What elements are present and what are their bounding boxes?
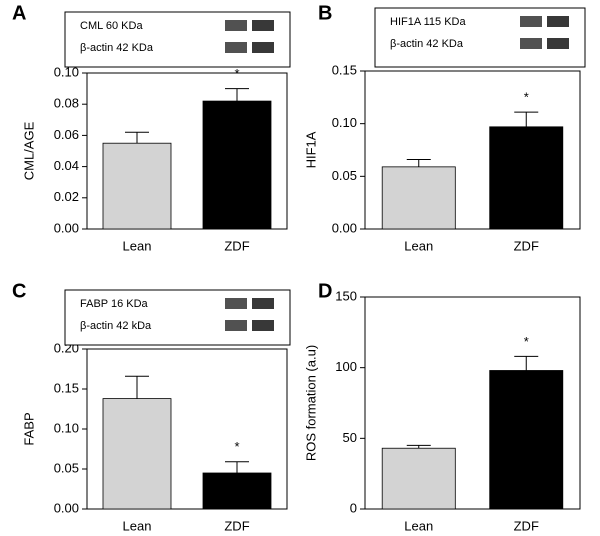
y-tick-label: 0: [350, 500, 357, 515]
blot-band: [252, 298, 274, 309]
error-bar: [514, 355, 539, 371]
error-bar: [225, 461, 249, 473]
significance-mark: *: [234, 439, 239, 454]
y-tick-label: 0.02: [54, 189, 79, 204]
y-axis-label: ROS formation (a.u): [303, 345, 318, 461]
y-tick-label: 0.06: [54, 127, 79, 142]
blot-band: [225, 20, 247, 31]
blot-band: [547, 38, 569, 49]
bar: [381, 166, 456, 230]
significance-mark: *: [524, 90, 529, 105]
y-tick-label: 0.04: [54, 158, 79, 173]
error-bar: [406, 158, 431, 167]
bar: [202, 472, 272, 510]
x-tick-label: Lean: [123, 238, 152, 253]
y-tick-label: 150: [335, 288, 357, 303]
blot-band: [520, 16, 542, 27]
blot-band: [520, 38, 542, 49]
blot-band: [252, 42, 274, 53]
y-axis-label: FABP: [21, 412, 36, 445]
blot-label: HIF1A 115 KDa: [390, 16, 466, 28]
blot-band: [225, 320, 247, 331]
bar: [381, 447, 456, 510]
y-axis-label: CML/AGE: [21, 121, 36, 180]
significance-mark: *: [234, 66, 239, 81]
y-tick-label: 0.00: [332, 220, 357, 235]
blot-label: β-actin 42 KDa: [80, 42, 154, 54]
x-tick-label: Lean: [123, 518, 152, 533]
blot-band: [225, 298, 247, 309]
blot-label: CML 60 KDa: [80, 20, 143, 32]
panel-letter: C: [12, 280, 26, 302]
panel-letter: A: [12, 2, 26, 24]
y-tick-label: 0.15: [54, 380, 79, 395]
plot-frame: [86, 72, 288, 230]
y-tick-label: 0.05: [332, 168, 357, 183]
x-tick-label: ZDF: [514, 518, 539, 533]
blot-label: β-actin 42 KDa: [390, 38, 464, 50]
error-bar: [514, 111, 539, 127]
blot-band: [252, 320, 274, 331]
x-tick-label: ZDF: [514, 238, 539, 253]
y-tick-label: 0.08: [54, 96, 79, 111]
y-tick-label: 0.10: [54, 420, 79, 435]
blot-band: [252, 20, 274, 31]
panel-letter: D: [318, 280, 332, 302]
y-tick-label: 50: [343, 430, 357, 445]
blot-band: [547, 16, 569, 27]
y-axis-label: HIF1A: [303, 131, 318, 168]
y-tick-label: 0.00: [54, 220, 79, 235]
x-tick-label: ZDF: [224, 238, 249, 253]
significance-mark: *: [524, 334, 529, 349]
bar: [489, 370, 564, 510]
plot-frame: [364, 296, 581, 510]
bar: [202, 100, 272, 230]
y-tick-label: 0.00: [54, 500, 79, 515]
y-tick-label: 0.10: [54, 64, 79, 79]
error-bar: [125, 375, 149, 399]
bar: [489, 126, 564, 230]
x-tick-label: ZDF: [224, 518, 249, 533]
error-bar: [225, 88, 249, 102]
bar: [102, 142, 172, 230]
y-tick-label: 0.15: [332, 62, 357, 77]
y-tick-label: 100: [335, 359, 357, 374]
plot-frame: [364, 70, 581, 230]
y-tick-label: 0.10: [332, 115, 357, 130]
blot-label: FABP 16 KDa: [80, 298, 149, 310]
blot-band: [225, 42, 247, 53]
error-bar: [406, 444, 431, 449]
x-tick-label: Lean: [404, 238, 433, 253]
y-tick-label: 0.05: [54, 460, 79, 475]
error-bar: [125, 131, 149, 144]
bar: [102, 398, 172, 510]
x-tick-label: Lean: [404, 518, 433, 533]
panel-letter: B: [318, 2, 332, 24]
blot-label: β-actin 42 kDa: [80, 320, 152, 332]
